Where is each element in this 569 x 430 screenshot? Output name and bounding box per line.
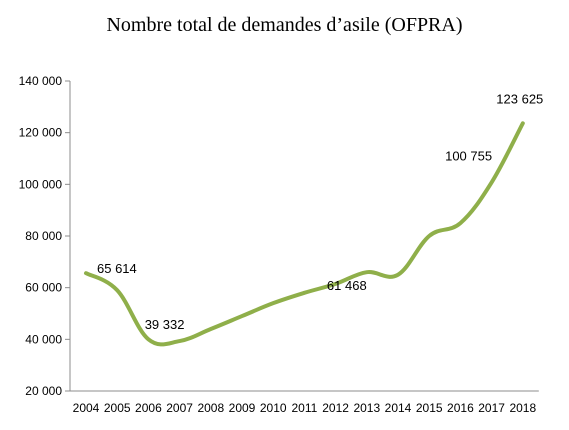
x-tick-label: 2013 [353, 401, 380, 415]
y-tick-label: 80 000 [25, 229, 62, 243]
y-tick-label: 40 000 [25, 332, 62, 346]
x-tick-label: 2008 [197, 401, 224, 415]
y-tick-label: 120 000 [19, 126, 63, 140]
data-label: 123 625 [496, 91, 543, 106]
x-tick-label: 2016 [447, 401, 474, 415]
x-tick-label: 2017 [478, 401, 505, 415]
x-tick-label: 2009 [229, 401, 256, 415]
y-tick-label: 20 000 [25, 384, 62, 398]
x-tick-label: 2006 [135, 401, 162, 415]
chart-title: Nombre total de demandes d’asile (OFPRA) [106, 14, 463, 36]
data-label: 39 332 [145, 317, 185, 332]
x-tick-label: 2014 [385, 401, 412, 415]
y-tick-label: 140 000 [19, 74, 63, 88]
x-tick-label: 2012 [322, 401, 349, 415]
y-tick-label: 100 000 [19, 177, 63, 191]
x-tick-label: 2010 [260, 401, 287, 415]
x-tick-label: 2018 [509, 401, 536, 415]
x-tick-label: 2015 [416, 401, 443, 415]
x-tick-label: 2004 [73, 401, 100, 415]
x-tick-label: 2005 [104, 401, 131, 415]
data-label: 100 755 [445, 148, 492, 163]
x-tick-label: 2011 [291, 401, 317, 415]
data-label: 61 468 [327, 278, 367, 293]
data-label: 65 614 [97, 261, 137, 276]
x-tick-label: 2007 [166, 401, 193, 415]
y-tick-label: 60 000 [25, 281, 62, 295]
series-line [84, 121, 525, 347]
